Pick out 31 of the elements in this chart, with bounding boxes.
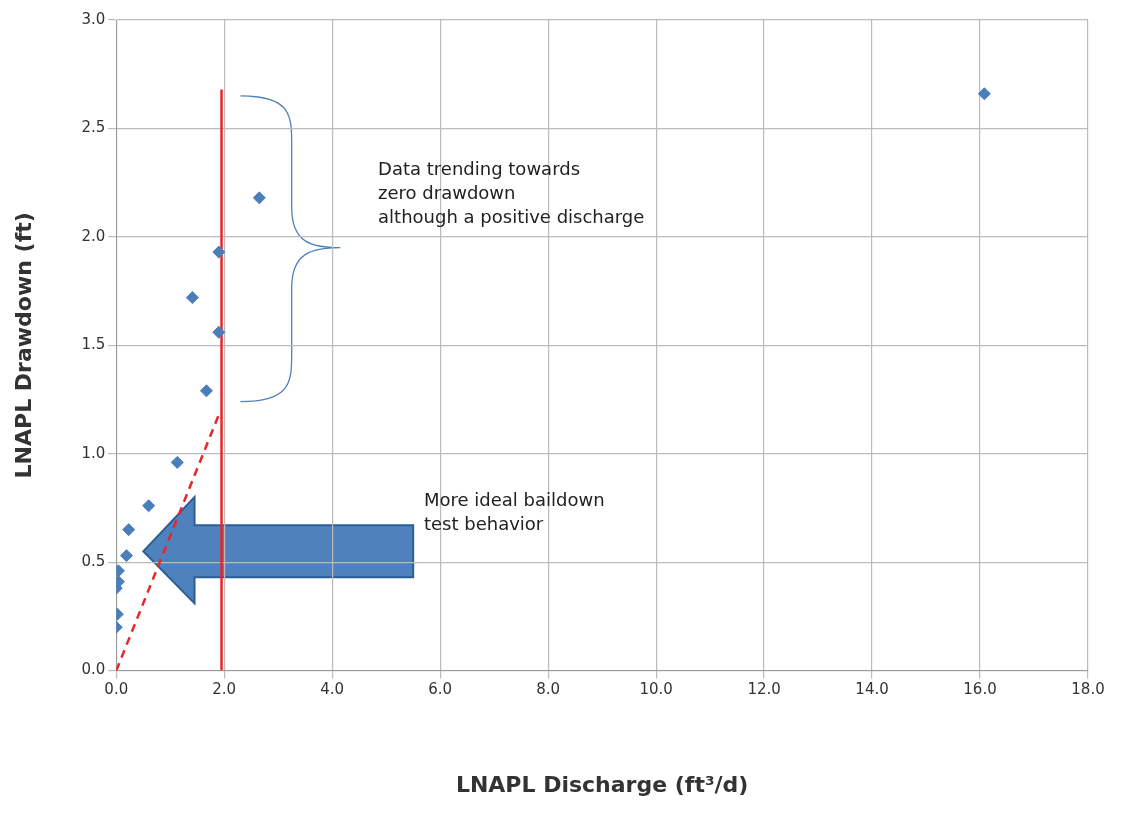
- point: [122, 523, 136, 537]
- point: [185, 291, 199, 305]
- point: [212, 245, 226, 259]
- y-tick-label: 2.5: [81, 118, 106, 137]
- point: [142, 499, 156, 513]
- x-tick-label: 2.0: [212, 680, 237, 699]
- point: [170, 455, 184, 469]
- x-tick-label: 4.0: [320, 680, 345, 699]
- y-axis-title: LNAPL Drawdown (ft): [10, 212, 36, 479]
- x-tick-label: 10.0: [639, 680, 673, 699]
- x-axis-title: LNAPL Discharge (ft³/d): [455, 771, 749, 797]
- y-tick-label: 3.0: [81, 9, 106, 28]
- point: [977, 87, 991, 101]
- x-tick-label: 12.0: [747, 680, 781, 699]
- y-tick-label: 2.0: [81, 226, 106, 245]
- annotation: More ideal baildown test behavior: [423, 489, 605, 535]
- x-tick-label: 16.0: [963, 680, 997, 699]
- annotation: Data trending towards zero drawdown although a positive discharge: [378, 157, 645, 227]
- y-tick-label: 0.0: [81, 660, 106, 679]
- x-tick-label: 0.0: [104, 680, 129, 699]
- x-tick-label: 6.0: [428, 680, 453, 699]
- point: [212, 325, 226, 339]
- x-tick-label: 14.0: [855, 680, 889, 699]
- x-tick-label: 8.0: [536, 680, 561, 699]
- x-tick-label: 18.0: [1071, 680, 1105, 699]
- y-tick-label: 1.5: [81, 335, 106, 354]
- y-tick-label: 0.5: [81, 552, 106, 571]
- point: [199, 384, 213, 398]
- y-tick-label: 1.0: [81, 443, 106, 462]
- point: [252, 191, 266, 205]
- point: [120, 549, 134, 563]
